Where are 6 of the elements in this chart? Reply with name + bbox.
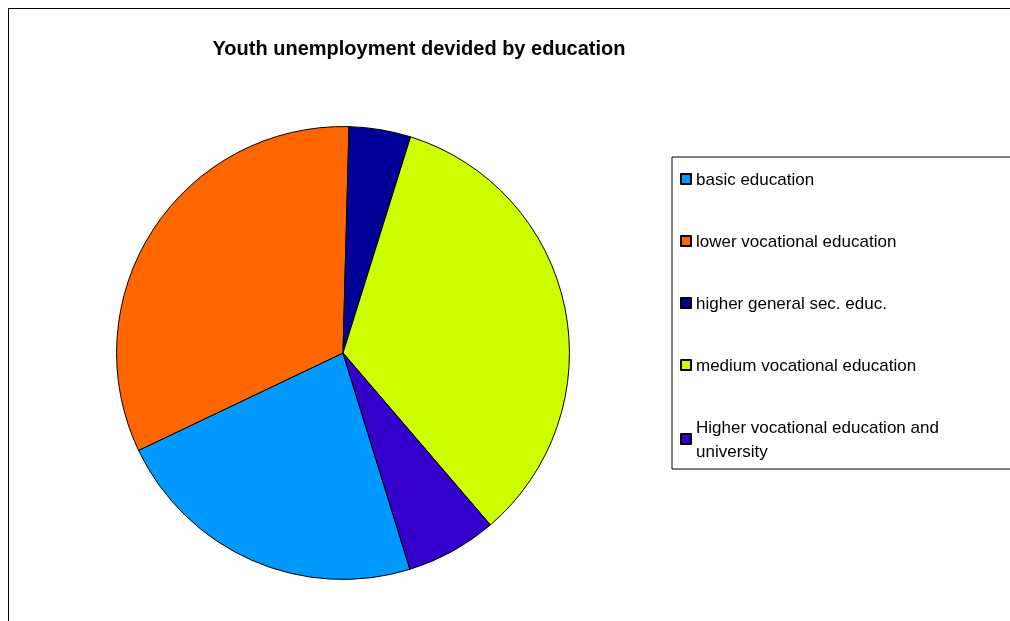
chart-title: Youth unemployment devided by education — [212, 37, 626, 59]
legend-label: Higher vocational education and university — [696, 417, 944, 461]
legend-label: basic education — [696, 169, 815, 189]
legend-label: medium vocational education — [696, 355, 917, 375]
legend-label: higher general sec. educ. — [696, 293, 887, 313]
legend-label: lower vocational education — [696, 231, 897, 251]
